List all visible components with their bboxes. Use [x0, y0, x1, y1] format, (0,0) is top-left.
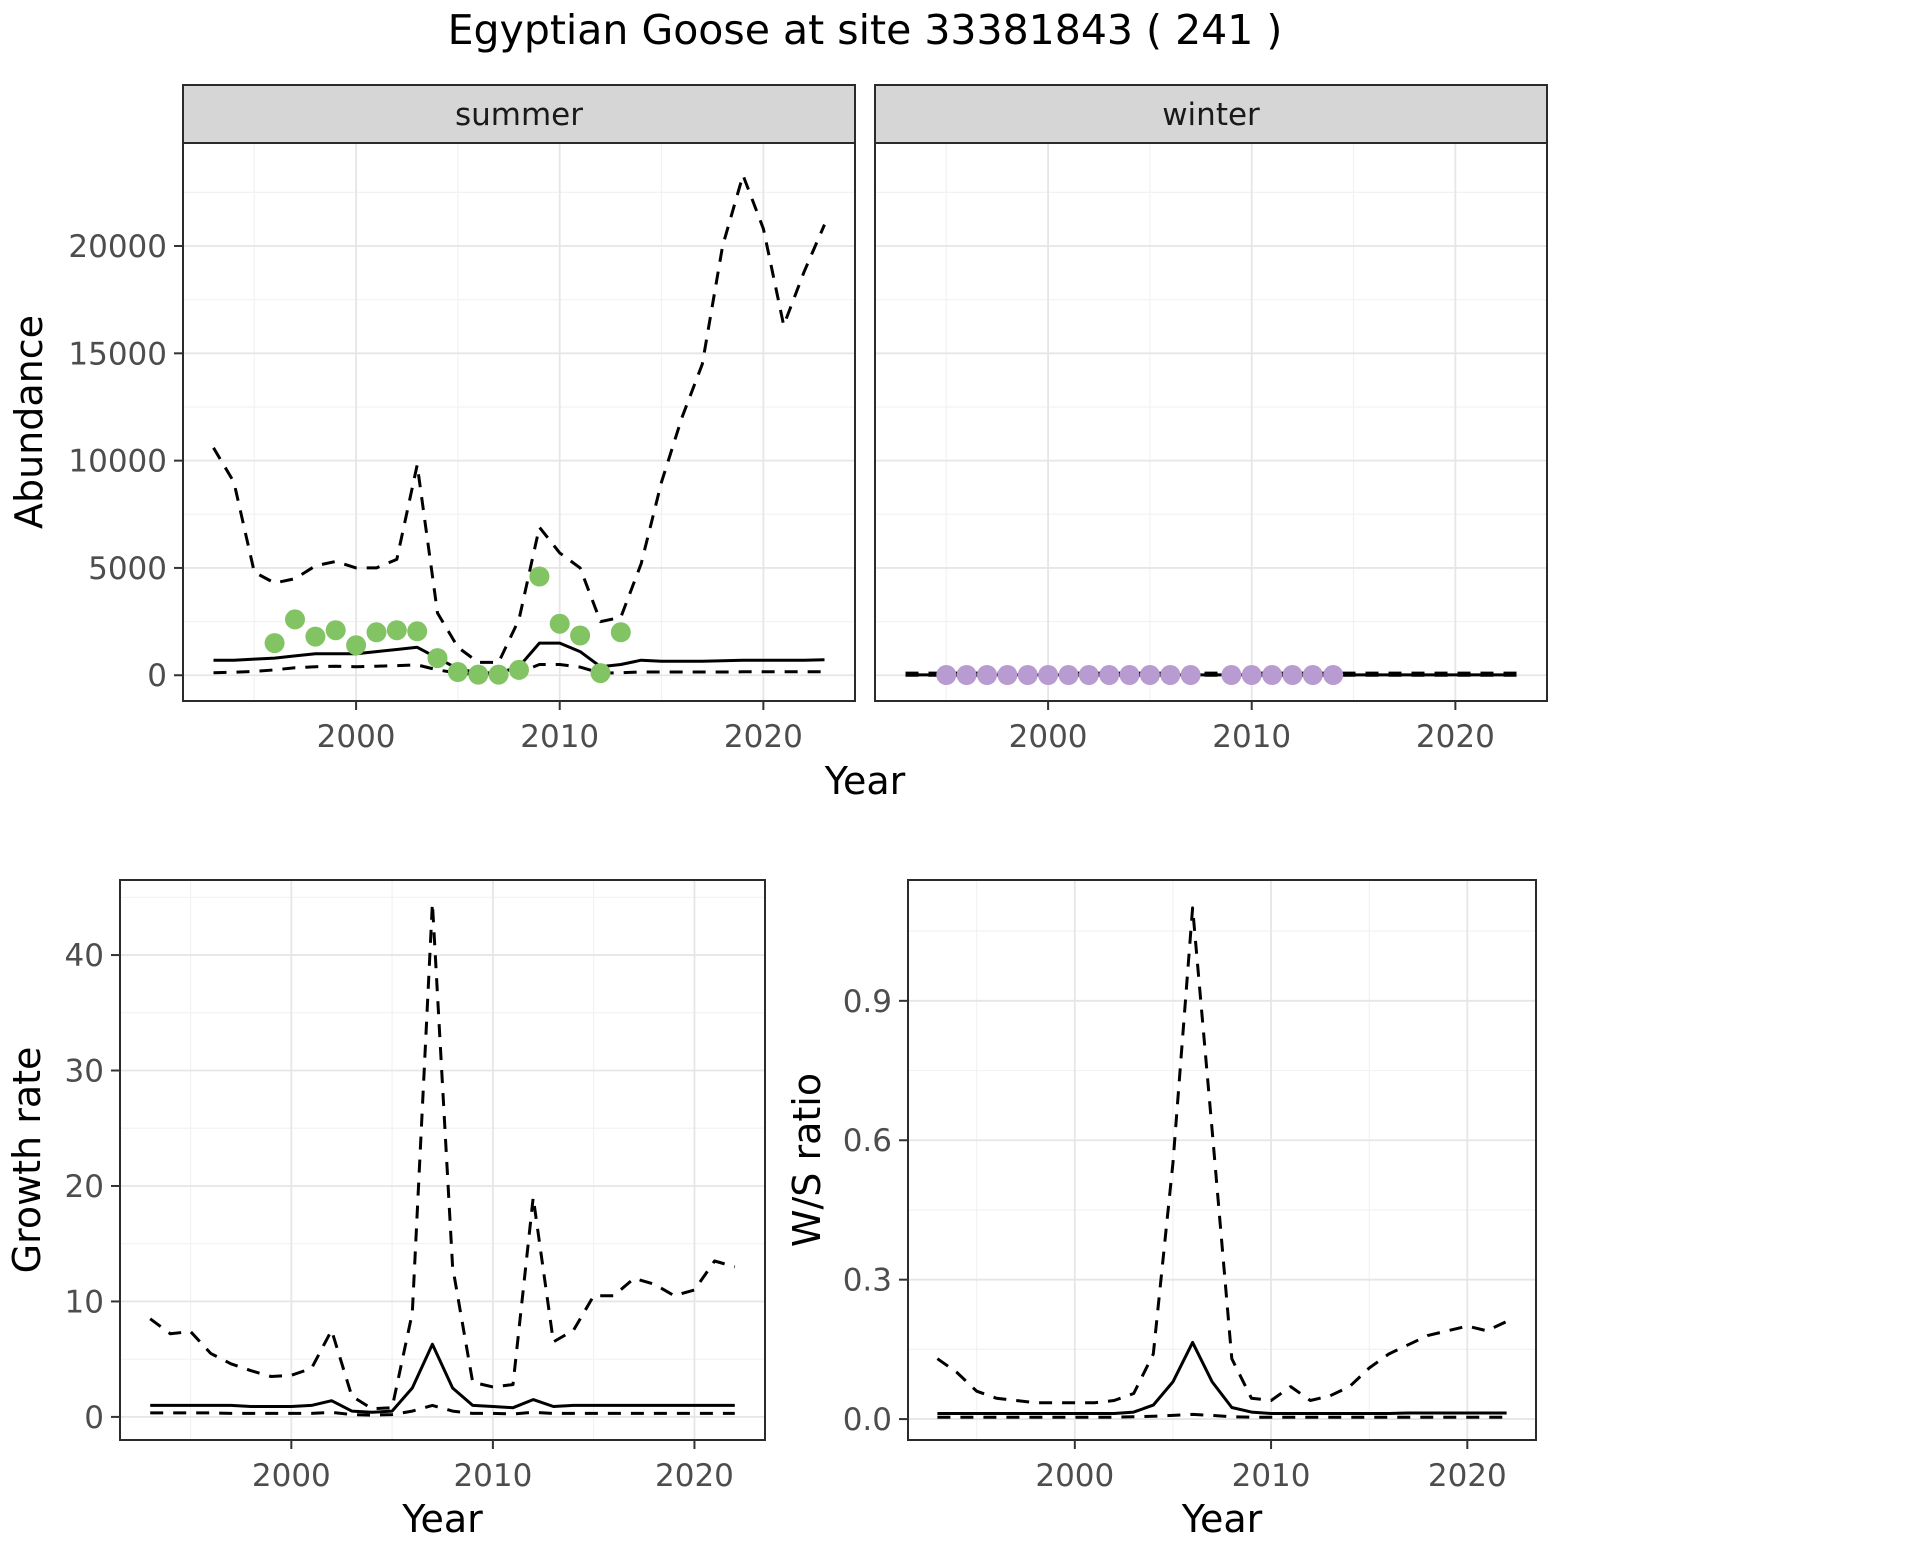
x-tick-label: 2010 — [1232, 1458, 1311, 1494]
data-point-observed-winter-count — [1323, 665, 1344, 685]
x-tick-label: 2000 — [317, 719, 396, 755]
x-tick-label: 2000 — [1035, 1458, 1114, 1494]
data-point-observed-winter-count — [956, 665, 977, 685]
panel-border-abundance_winter — [874, 142, 1548, 702]
x-tick-label: 2020 — [1416, 719, 1495, 755]
data-point-observed-summer-count — [610, 622, 631, 643]
x-axis-title-year-growth: Year — [401, 1497, 483, 1541]
data-point-observed-summer-count — [447, 662, 468, 682]
data-point-observed-winter-count — [1160, 665, 1181, 685]
x-tick-label: 2010 — [1212, 719, 1291, 755]
y-axis-title-ws-ratio: W/S ratio — [785, 1073, 829, 1247]
data-point-observed-summer-count — [488, 664, 509, 685]
y-tick-label: 10 — [65, 1284, 104, 1320]
series-line-upper_ci — [936, 906, 1508, 1405]
data-point-observed-summer-count — [305, 626, 326, 647]
data-point-observed-winter-count — [1099, 665, 1120, 685]
chart-title: Egyptian Goose at site 33381843 ( 241 ) — [447, 6, 1283, 54]
y-axis-title-growth-rate: Growth rate — [5, 1047, 49, 1274]
panel-border-growth_rate — [119, 879, 766, 1441]
data-point-observed-summer-count — [468, 664, 489, 685]
panel-bg-ws_ratio — [908, 880, 1536, 1440]
series-line-lower_ci — [937, 1412, 1507, 1419]
panel-bg-abundance_winter — [875, 143, 1547, 701]
y-tick-label: 5000 — [88, 551, 167, 587]
data-point-observed-summer-count — [366, 622, 387, 643]
panel-border-abundance_summer — [182, 142, 856, 702]
facet-strip-label: winter — [1162, 97, 1260, 133]
x-axis-title-year-top: Year — [824, 759, 906, 803]
facet-strip-label: summer — [455, 97, 583, 133]
series-line-lower_ci — [150, 1403, 735, 1417]
panel-bg-abundance_summer — [183, 143, 855, 701]
x-tick-label: 2010 — [520, 719, 599, 755]
facet-strip — [182, 84, 856, 144]
data-point-observed-summer-count — [509, 659, 529, 680]
y-tick-label: 0 — [147, 658, 167, 694]
y-axis-title-abundance: Abundance — [7, 315, 51, 529]
y-tick-label: 20 — [65, 1169, 104, 1205]
data-point-observed-winter-count — [1302, 665, 1323, 685]
data-point-observed-winter-count — [977, 665, 997, 685]
data-point-observed-winter-count — [1078, 665, 1099, 685]
data-point-observed-winter-count — [1017, 665, 1038, 685]
x-axis-title-year-ws: Year — [1181, 1497, 1263, 1541]
data-point-observed-summer-count — [570, 625, 591, 646]
panel-border-ws_ratio — [907, 879, 1537, 1441]
x-tick-label: 2000 — [1009, 719, 1088, 755]
x-tick-label: 2000 — [252, 1458, 331, 1494]
series-line-median — [937, 1340, 1507, 1415]
series-line-upper_ci — [149, 901, 736, 1411]
x-tick-label: 2020 — [724, 719, 803, 755]
x-tick-label: 2020 — [655, 1458, 734, 1494]
y-tick-label: 0.9 — [843, 984, 892, 1020]
data-point-observed-summer-count — [264, 633, 285, 654]
data-point-observed-winter-count — [1119, 665, 1140, 685]
facet-strip — [874, 84, 1548, 144]
data-point-observed-winter-count — [1221, 665, 1242, 685]
data-point-observed-winter-count — [1282, 665, 1303, 685]
y-tick-label: 0.0 — [843, 1402, 892, 1438]
data-point-observed-winter-count — [1241, 665, 1262, 685]
data-point-observed-summer-count — [407, 621, 428, 642]
y-tick-label: 30 — [65, 1054, 104, 1090]
data-point-observed-summer-count — [285, 609, 305, 630]
y-tick-label: 20000 — [68, 229, 167, 265]
data-point-observed-summer-count — [549, 613, 570, 634]
data-point-observed-summer-count — [346, 635, 367, 656]
data-point-observed-summer-count — [590, 663, 611, 684]
data-point-observed-winter-count — [1139, 665, 1160, 685]
data-point-observed-winter-count — [1262, 665, 1283, 685]
y-tick-label: 0.3 — [843, 1263, 892, 1299]
x-tick-label: 2010 — [453, 1458, 532, 1494]
data-point-observed-winter-count — [936, 665, 957, 685]
y-tick-label: 40 — [65, 938, 104, 974]
data-point-observed-summer-count — [386, 620, 407, 641]
series-line-median — [150, 1342, 735, 1414]
y-tick-label: 0 — [84, 1400, 104, 1436]
y-tick-label: 10000 — [68, 444, 167, 480]
data-point-observed-summer-count — [325, 620, 346, 641]
y-tick-label: 15000 — [68, 336, 167, 372]
data-point-observed-summer-count — [529, 566, 550, 587]
data-point-observed-winter-count — [1058, 665, 1079, 685]
panel-bg-growth_rate — [120, 880, 765, 1440]
y-tick-label: 0.6 — [843, 1123, 892, 1159]
data-point-observed-winter-count — [1180, 665, 1201, 685]
data-point-observed-summer-count — [427, 648, 448, 669]
x-tick-label: 2020 — [1428, 1458, 1507, 1494]
data-point-observed-winter-count — [997, 665, 1018, 685]
data-point-observed-winter-count — [1038, 665, 1059, 685]
